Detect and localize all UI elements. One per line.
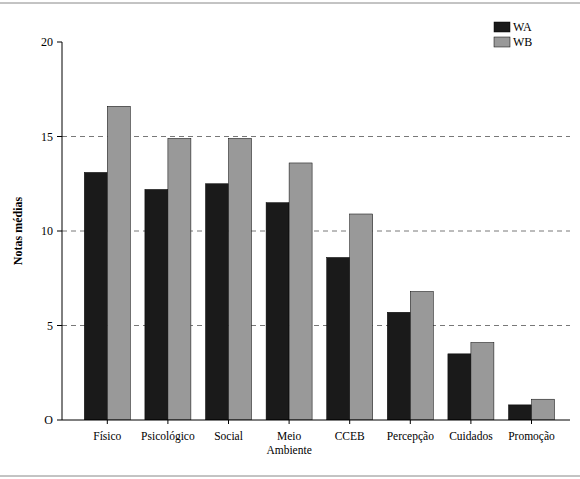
- bar: [145, 189, 168, 420]
- bar: [350, 214, 373, 420]
- x-tick-label-line: Meio: [277, 430, 302, 442]
- bar: [266, 203, 289, 420]
- x-tick-label-line: Psicológico: [141, 430, 195, 443]
- legend: WAWB: [494, 20, 532, 49]
- legend-swatch: [494, 22, 510, 32]
- y-tick: [57, 42, 62, 43]
- x-tick-label: Promoção: [508, 430, 555, 443]
- y-tick: [57, 420, 62, 421]
- bar: [289, 163, 312, 420]
- bar: [84, 172, 107, 420]
- y-tick-label: 15: [41, 130, 53, 144]
- grid-line: [62, 231, 570, 232]
- x-tick: [167, 420, 168, 424]
- y-tick-label: 5: [47, 319, 53, 333]
- legend-label: WA: [513, 20, 532, 34]
- legend-swatch: [494, 37, 510, 47]
- y-axis-label: Notas médias: [11, 197, 25, 266]
- x-tick: [289, 420, 290, 424]
- bar: [229, 138, 252, 420]
- x-tick-label-line: Físico: [93, 430, 121, 442]
- x-tick-label-line: CCEB: [335, 430, 365, 442]
- bar: [410, 291, 433, 420]
- y-tick-label: 20: [41, 35, 53, 49]
- legend-label: WB: [513, 35, 532, 49]
- x-tick-label: CCEB: [335, 430, 365, 442]
- y-tick: [57, 325, 62, 326]
- x-tick: [531, 420, 532, 424]
- x-tick-label: Físico: [93, 430, 121, 442]
- bars: [84, 106, 554, 420]
- x-tick: [470, 420, 471, 424]
- bar: [509, 405, 532, 420]
- x-tick: [349, 420, 350, 424]
- bar: [387, 312, 410, 420]
- chart-svg: O 5 10 15 20 Notas médias Físico Psicológico Soc…: [0, 0, 580, 479]
- x-tick-label-line: Promoção: [508, 430, 555, 443]
- x-tick-label-line: Ambiente: [266, 444, 311, 456]
- bar: [327, 257, 350, 420]
- x-tick-label: Percepção: [387, 430, 434, 443]
- x-tick-label: Social: [214, 430, 243, 442]
- x-tick: [410, 420, 411, 424]
- bar: [532, 399, 555, 420]
- y-tick: [57, 231, 62, 232]
- x-tick-label: Meio Ambiente: [266, 430, 311, 456]
- grid-line: [62, 325, 570, 326]
- chart-container: O 5 10 15 20 Notas médias Físico Psicológico Soc…: [0, 0, 580, 479]
- x-tick-label: Psicológico: [141, 430, 195, 443]
- y-tick-label: O: [44, 413, 53, 427]
- bar: [107, 106, 130, 420]
- x-tick: [228, 420, 229, 424]
- bar: [206, 184, 229, 420]
- y-tick: [57, 136, 62, 137]
- x-tick-label: Cuidados: [449, 430, 493, 442]
- x-axis: [62, 420, 570, 421]
- x-tick-label-line: Social: [214, 430, 243, 442]
- y-tick-label: 10: [41, 224, 53, 238]
- x-tick: [107, 420, 108, 424]
- bar: [471, 343, 494, 420]
- bar: [168, 138, 191, 420]
- y-axis: [62, 42, 63, 420]
- bar: [448, 354, 471, 420]
- frame-bottom: [0, 476, 580, 477]
- frame-top: [0, 3, 580, 4]
- x-tick-label-line: Cuidados: [449, 430, 493, 442]
- x-tick-label-line: Percepção: [387, 430, 434, 443]
- grid-line: [62, 136, 570, 137]
